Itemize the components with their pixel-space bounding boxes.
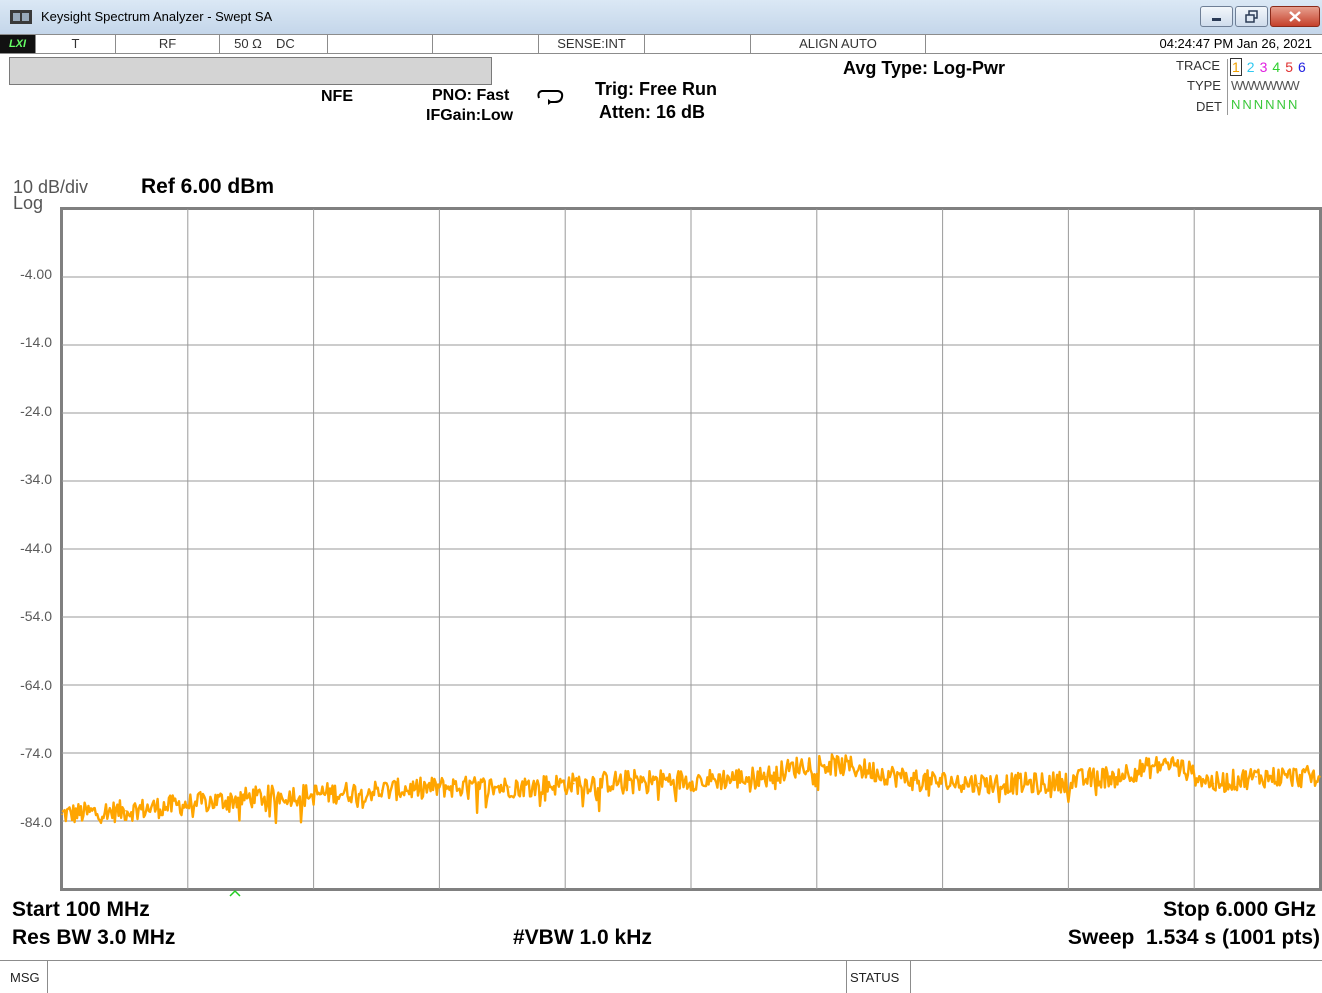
y-tick-label: -64.0 [20,677,52,693]
marker-caret-icon [229,889,241,897]
y-tick-label: -4.00 [20,266,52,282]
trace-point [125,810,127,812]
trace-point [61,813,63,815]
trace-point [914,779,916,781]
coupling-indicator: DC [276,35,328,53]
y-tick-label: -44.0 [20,540,52,556]
status-cell-empty-3 [645,35,751,53]
close-icon [1289,11,1301,22]
trace-det-values: NNNNNN [1231,97,1300,112]
trace-point [850,765,852,768]
y-tick-label: -14.0 [20,334,52,350]
trace-point [807,762,810,764]
sense-indicator: SENSE:INT [539,35,645,53]
trace-point [1255,776,1257,778]
spectrum-plot[interactable] [60,207,1322,891]
avg-type-label: Avg Type: Log-Pwr [843,58,1005,78]
res-bw: Res BW 3.0 MHz [12,926,176,949]
status-cell-empty-1 [328,35,433,53]
trace-point [978,782,980,785]
trace-point [253,796,255,798]
input-indicator: RF [116,35,220,53]
scale-per-div: 10 dB/div [13,177,89,197]
status-cell-empty-2 [433,35,539,53]
plot-grid [62,209,1320,889]
restore-button[interactable] [1235,6,1268,27]
trace-panel-divider [1227,59,1228,115]
trace-point [189,803,191,805]
message-status-bar: MSG STATUS [0,960,1322,993]
y-tick-label: -74.0 [20,745,52,761]
y-tick-label: -34.0 [20,471,52,487]
status-row: LXI T RF 50 Ω DC SENSE:INT ALIGN AUTO 04… [0,34,1322,54]
trace-point [636,779,639,781]
stop-frequency: Stop 6.000 GHz [1163,898,1316,921]
trace-number: 5 [1285,59,1293,75]
trace-number: 4 [1272,59,1281,75]
trace-point [1105,776,1108,778]
trace-point [317,793,319,795]
trigger-mode-indicator: T [36,35,116,53]
trace-point [1169,762,1172,764]
impedance-indicator: 50 Ω [234,36,262,51]
trace-point [1319,776,1321,778]
det-label: DET [1196,99,1222,114]
trace-point [444,786,447,788]
trace-point [700,779,703,781]
vbw: #VBW 1.0 kHz [513,926,652,949]
trace-number: 1 [1230,58,1242,76]
trace-point [572,782,575,785]
minimize-icon [1212,18,1221,21]
trace-point [508,786,511,788]
trace-label: TRACE [1176,58,1221,73]
pno-label: PNO: Fast [432,87,510,104]
free-run-icon [537,90,564,105]
trace-point [1042,782,1044,785]
start-frequency: Start 100 MHz [12,898,150,921]
trigger-label: Trig: Free Run [595,79,718,99]
app-icon [10,10,32,24]
title-bar [0,0,1322,34]
restore-icon [1245,10,1258,23]
ifgain-label: IFGain:Low [426,107,514,124]
trace-point [381,789,383,792]
window-title: Keysight Spectrum Analyzer - Swept SA [41,9,273,24]
trace-number: 3 [1259,59,1268,75]
minimize-button[interactable] [1200,6,1233,27]
trace-type-values: WWWWWW [1231,78,1300,93]
datetime: 04:24:47 PM Jan 26, 2021 [1159,36,1312,51]
trace-number: 6 [1297,59,1306,75]
lxi-indicator: LXI [0,35,36,53]
message-bar [9,57,492,85]
status-label: STATUS [850,970,900,985]
status-divider-right [910,961,911,993]
close-button[interactable] [1270,6,1320,27]
sweep-time: Sweep 1.534 s (1001 pts) [1067,926,1320,949]
reference-level: Ref 6.00 dBm [141,175,275,198]
align-indicator: ALIGN AUTO [751,35,926,53]
y-tick-label: -54.0 [20,608,52,624]
y-tick-label: -84.0 [20,814,52,830]
y-tick-label: -24.0 [20,403,52,419]
trace-point [1212,782,1215,785]
nfe-label: NFE [321,88,353,105]
scale-mode: Log [13,193,44,213]
type-label: TYPE [1187,78,1221,93]
trace-number: 2 [1246,59,1255,75]
msg-label: MSG [10,970,40,985]
trace-line [61,753,1321,825]
status-divider-left [846,961,847,993]
atten-label: Atten: 16 dB [599,102,706,122]
trace-point [764,776,767,778]
msg-divider [47,961,48,993]
trace-1 [61,753,1321,825]
